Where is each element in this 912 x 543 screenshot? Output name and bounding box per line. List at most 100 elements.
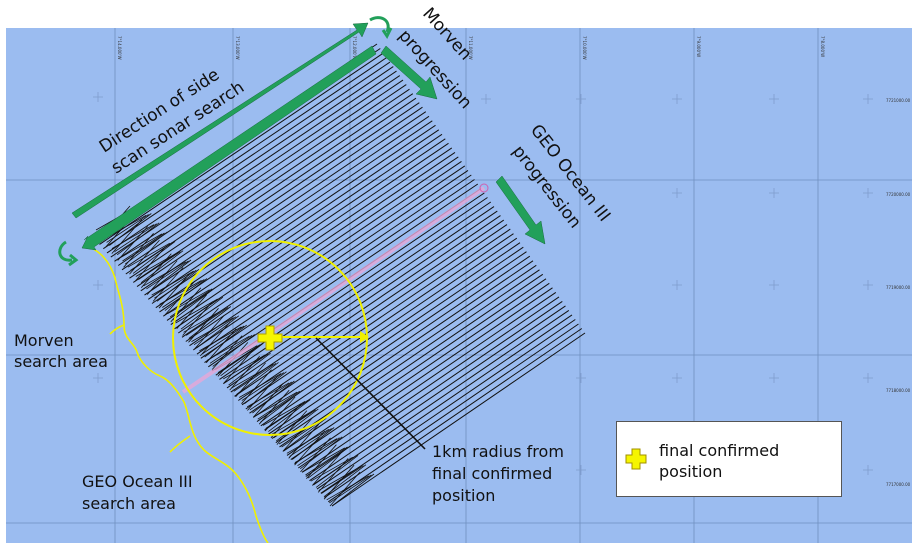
overlap-track-line [129, 239, 160, 275]
overlap-track-line [132, 241, 176, 274]
overlap-track-line [117, 226, 148, 261]
overlap-track-line [177, 297, 221, 327]
track-line [309, 305, 566, 482]
overlap-track-line [306, 444, 337, 479]
overlap-track-line [239, 373, 282, 398]
overlap-track-line [196, 315, 240, 349]
track-line [193, 165, 466, 351]
overlap-track-line [188, 308, 219, 343]
radius-label: final confirmed [432, 464, 552, 483]
overlap-track-line [276, 410, 308, 445]
overlap-track-line [119, 233, 163, 259]
tick-label-top: 7°8.000'W [820, 36, 825, 57]
track-line [286, 278, 547, 456]
overlap-track-line [201, 325, 245, 355]
track-line [271, 260, 534, 439]
overlap-track-line [111, 219, 143, 254]
track-line [136, 97, 417, 288]
tick-label-top: 7°13.000'W [235, 36, 240, 60]
radius-arrow [272, 331, 369, 343]
geo-area-label: GEO Ocean III [82, 472, 193, 491]
overlap-track-line [176, 294, 207, 329]
track-line [140, 102, 420, 292]
overlap-track-line [229, 355, 260, 391]
overlap-track-line [254, 391, 298, 417]
overlap-track-line [276, 408, 319, 442]
track-line [144, 106, 423, 296]
morven-area-label: Morven [14, 331, 74, 350]
overlap-track-line [146, 260, 189, 290]
track-line [249, 233, 514, 414]
track-line [196, 169, 469, 355]
overlap-track-line [317, 458, 349, 493]
overlap-track-line [158, 273, 190, 309]
overlap-track-line [258, 389, 290, 425]
track-line [260, 246, 524, 427]
overlap-track-line [182, 301, 213, 336]
final-position-cross-icon[interactable] [257, 325, 283, 351]
overlap-tracks [95, 203, 375, 507]
tick-label-right: 7719000.00 [886, 285, 911, 290]
overlap-track-line [286, 428, 330, 454]
track-line [114, 70, 397, 262]
track-line [298, 291, 557, 469]
track-line [159, 124, 436, 313]
overlap-track-line [124, 231, 168, 265]
top-tick-labels: 7°14.000'W 7°13.000'W 7°12.000'W 7°11.00… [117, 36, 825, 60]
track-line [331, 332, 586, 507]
overlap-track-line [205, 328, 237, 364]
radius-label: position [432, 486, 495, 505]
track-line [324, 323, 579, 499]
overlap-track-line [223, 348, 255, 384]
yellow-cross-icon [625, 448, 647, 470]
track-line [245, 228, 511, 410]
overlap-track-line [326, 475, 369, 501]
track-line [253, 237, 518, 418]
track-line [163, 129, 440, 317]
overlap-track-line [241, 369, 272, 404]
overlap-track-line [329, 474, 372, 504]
overlap-track-line [252, 380, 295, 414]
track-line [110, 66, 394, 258]
track-line [223, 201, 492, 385]
overlap-track-line [207, 335, 250, 361]
legend-label-line: position [659, 462, 723, 481]
track-line [189, 160, 462, 347]
track-line [230, 210, 498, 393]
track-line [268, 255, 531, 435]
track-line [106, 61, 391, 254]
overlap-track-line [331, 473, 375, 507]
geo-progression-arrow [495, 175, 546, 245]
overlap-track-line [233, 362, 277, 392]
overlap-track-line [270, 403, 302, 439]
overlap-track-line [284, 417, 327, 451]
overlap-track-line [191, 317, 234, 342]
track-line [328, 328, 583, 503]
track-line [313, 309, 570, 486]
tick-label-top: 7°10.000'W [582, 36, 587, 60]
track-line [170, 138, 446, 326]
overlap-track-line [305, 446, 348, 476]
tick-label-right: 7720000.00 [886, 192, 911, 197]
overlap-track-line [307, 445, 351, 479]
overlap-track-line [140, 250, 184, 284]
overlap-track-line [321, 465, 364, 494]
track-line [178, 147, 453, 334]
track-line [181, 151, 456, 338]
overlap-track-line [151, 270, 194, 296]
overlap-track-line [193, 316, 237, 346]
track-line [133, 93, 414, 283]
track-line [283, 273, 544, 452]
overlap-track-line [156, 268, 200, 302]
overlap-track-line [164, 280, 196, 316]
track-line [185, 156, 459, 342]
overlap-track-line [225, 353, 269, 383]
overlap-track-line [313, 455, 356, 485]
overlap-track-line [247, 376, 278, 411]
overlap-track-line [299, 436, 343, 470]
overlap-track-line [228, 352, 271, 386]
track-line [316, 314, 573, 490]
overlap-track-line [122, 232, 165, 262]
direction-arrows [71, 22, 377, 251]
